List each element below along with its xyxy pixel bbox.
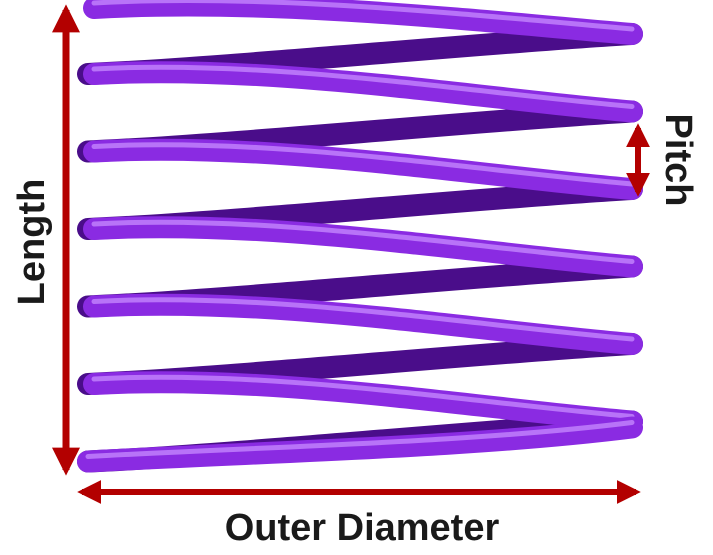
coil-front-strand bbox=[77, 416, 643, 473]
outer-diameter-label: Outer Diameter bbox=[225, 507, 500, 549]
coil-highlight bbox=[91, 219, 635, 264]
coil-front-strand bbox=[83, 61, 643, 123]
coil-front-strand bbox=[83, 371, 643, 433]
coil-highlight bbox=[91, 0, 635, 32]
coil-highlight bbox=[91, 142, 635, 187]
coil-highlight bbox=[85, 420, 635, 459]
coil-front-strand bbox=[83, 0, 643, 45]
coil-spring bbox=[77, 0, 643, 473]
outer-diameter-dimension: Outer Diameter bbox=[77, 480, 641, 549]
coil-front-strand bbox=[83, 138, 643, 200]
coil-highlight bbox=[91, 297, 635, 342]
coil-highlight bbox=[91, 374, 635, 419]
pitch-label: Pitch bbox=[657, 114, 699, 207]
length-dimension: Length bbox=[11, 4, 80, 476]
pitch-dimension: Pitch bbox=[626, 114, 699, 207]
coil-front-strand bbox=[83, 216, 643, 278]
coil-front-strand bbox=[83, 293, 643, 355]
length-label: Length bbox=[11, 179, 53, 306]
coil-highlight bbox=[91, 64, 635, 109]
